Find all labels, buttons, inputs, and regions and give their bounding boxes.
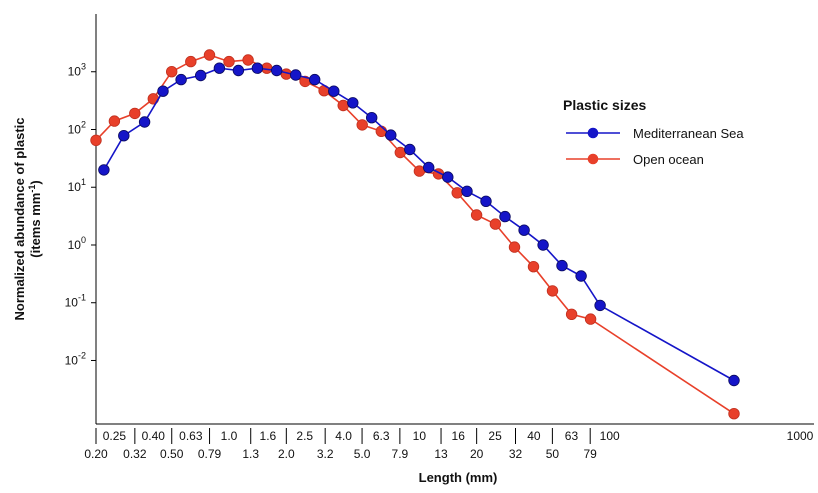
x-tick-label-bottom: 32: [509, 447, 523, 461]
data-point-mediterranean-sea: [347, 97, 359, 109]
x-tick-label-top: 100: [600, 429, 620, 443]
data-point-mediterranean-sea: [138, 116, 151, 128]
y-tick-label: 10-1: [65, 293, 86, 310]
data-point-open-ocean: [223, 55, 235, 68]
x-tick-label-top: 1.6: [260, 429, 277, 443]
legend-label-mediterranean-sea: Mediterranean Sea: [633, 126, 744, 141]
data-point-mediterranean-sea: [251, 62, 264, 74]
y-axis-title-line1: Normalized abundance of plastic: [12, 118, 27, 321]
x-tick-label-bottom: 50: [546, 447, 560, 461]
data-point-mediterranean-sea: [328, 85, 340, 97]
x-tick-label-top: 6.3: [373, 429, 390, 443]
data-point-open-ocean: [108, 115, 121, 127]
data-point-open-ocean: [546, 285, 559, 297]
series-line-mediterranean-sea: [103, 67, 735, 382]
data-point-mediterranean-sea: [404, 143, 416, 156]
data-point-open-ocean: [394, 146, 407, 159]
data-point-mediterranean-sea: [98, 164, 110, 176]
x-tick-label-bottom: 5.0: [354, 447, 371, 461]
data-point-mediterranean-sea: [537, 239, 549, 251]
y-tick-label: 102: [68, 119, 86, 136]
x-tick-label-bottom: 79: [584, 447, 598, 461]
data-point-open-ocean: [584, 313, 597, 325]
x-tick-label-top: 16: [452, 429, 466, 443]
data-point-mediterranean-sea: [594, 299, 606, 312]
data-point-mediterranean-sea: [271, 64, 283, 77]
x-tick-label-top: 2.5: [296, 429, 313, 443]
legend-label-open-ocean: Open ocean: [633, 152, 704, 167]
data-point-open-ocean: [165, 65, 178, 78]
data-point-mediterranean-sea: [556, 259, 568, 272]
x-tick-label-bottom: 1.3: [242, 447, 259, 461]
data-point-mediterranean-sea: [499, 210, 511, 223]
x-tick-label-bottom: 3.2: [317, 447, 334, 461]
data-point-mediterranean-sea: [194, 69, 207, 82]
x-tick-label-bottom: 20: [470, 447, 484, 461]
data-point-mediterranean-sea: [385, 129, 397, 141]
data-point-mediterranean-sea: [442, 171, 454, 183]
data-point-open-ocean: [527, 261, 540, 273]
x-tick-label-top: 1.0: [221, 429, 238, 443]
data-point-open-ocean: [90, 134, 102, 147]
data-point-mediterranean-sea: [480, 195, 492, 208]
x-tick-label-top: 0.25: [103, 429, 127, 443]
legend-marker-mediterranean-sea: [587, 127, 599, 139]
data-point-open-ocean: [470, 209, 483, 221]
data-point-mediterranean-sea: [461, 185, 473, 198]
data-point-open-ocean: [508, 241, 521, 253]
x-tick-label-top: 10: [413, 429, 427, 443]
data-point-open-ocean: [375, 125, 388, 138]
x-tick-label-bottom: 2.0: [278, 447, 295, 461]
data-point-mediterranean-sea: [157, 85, 169, 97]
x-tick-label-bottom: 0.20: [84, 447, 108, 461]
series-line-open-ocean: [95, 54, 735, 415]
legend-title: Plastic sizes: [563, 97, 646, 113]
x-tick-label-bottom: 7.9: [392, 447, 409, 461]
x-tick-label-top: 40: [527, 429, 541, 443]
data-point-mediterranean-sea: [290, 69, 302, 81]
data-point-mediterranean-sea: [366, 111, 378, 124]
x-tick-label-bottom: 13: [434, 447, 448, 461]
data-point-mediterranean-sea: [232, 64, 245, 77]
y-tick-label: 100: [68, 235, 86, 252]
legend-marker-open-ocean: [587, 153, 599, 165]
data-point-open-ocean: [129, 107, 141, 120]
data-point-open-ocean: [728, 408, 740, 420]
data-point-mediterranean-sea: [118, 129, 130, 142]
x-tick-label-bottom: 0.79: [198, 447, 222, 461]
data-point-open-ocean: [565, 308, 578, 321]
x-tick-label-top: 0.63: [179, 429, 203, 443]
x-tick-label-bottom: 0.32: [123, 447, 147, 461]
data-point-open-ocean: [356, 119, 368, 131]
y-tick-label: 10-2: [65, 350, 86, 367]
x-tick-label-top: 63: [565, 429, 579, 443]
x-tick-label-bottom: 0.50: [160, 447, 184, 461]
y-tick-label: 101: [68, 177, 86, 194]
data-point-open-ocean: [451, 187, 463, 199]
x-axis-title: Length (mm): [419, 470, 498, 485]
data-point-mediterranean-sea: [728, 374, 740, 387]
x-tick-label-top: 4.0: [335, 429, 352, 443]
data-point-open-ocean: [185, 55, 197, 68]
data-point-mediterranean-sea: [213, 62, 226, 74]
data-point-mediterranean-sea: [518, 224, 530, 236]
x-tick-label-top: 0.40: [142, 429, 166, 443]
y-axis-title-line2: (items mm-1): [27, 180, 43, 257]
data-point-open-ocean: [489, 218, 502, 230]
data-point-mediterranean-sea: [423, 161, 435, 174]
x-tick-label-top: 1000: [787, 429, 814, 443]
data-point-mediterranean-sea: [575, 270, 587, 282]
data-point-mediterranean-sea: [309, 73, 321, 86]
y-tick-label: 103: [68, 62, 86, 79]
data-point-mediterranean-sea: [175, 73, 187, 86]
data-point-open-ocean: [337, 99, 349, 112]
data-point-open-ocean: [242, 54, 254, 66]
x-tick-label-top: 25: [488, 429, 502, 443]
data-point-open-ocean: [203, 49, 216, 61]
